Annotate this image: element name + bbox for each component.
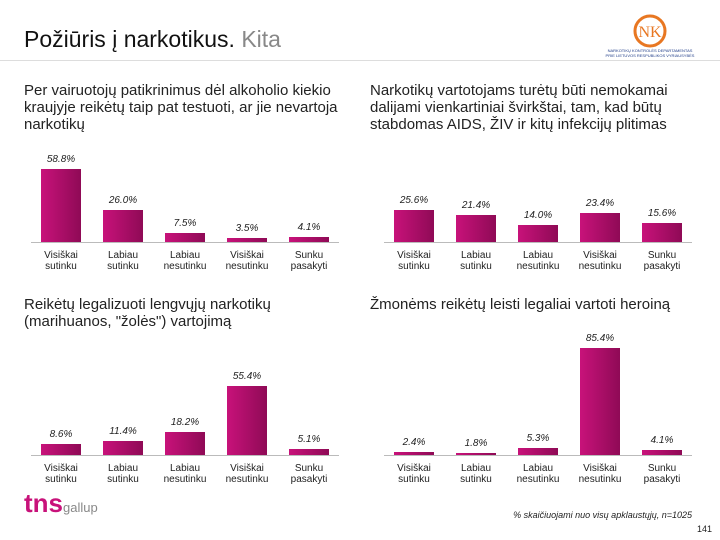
bar	[103, 209, 143, 242]
category-label: Sunku pasakyti	[290, 463, 328, 485]
brand: tns	[24, 488, 63, 518]
bar	[103, 440, 143, 455]
subtitle: Kita	[241, 26, 281, 52]
baseline	[31, 455, 339, 456]
value-label: 5.1%	[297, 433, 321, 445]
value-label: 15.6%	[647, 207, 677, 219]
title: Požiūris į narkotikus.	[24, 26, 235, 52]
value-label: 5.3%	[526, 433, 550, 445]
category-label: Visiškai sutinku	[397, 250, 431, 272]
value-label: 3.5%	[235, 222, 259, 234]
logo-line: NARKOTIKŲ KONTROLĖS DEPARTAMENTAS	[607, 48, 693, 53]
value-label: 14.0%	[523, 209, 553, 221]
value-label: 2.4%	[402, 437, 426, 448]
logo-line: PRIE LIETUVOS RESPUBLIKOS VYRIAUSYBĖS	[605, 53, 695, 58]
category-label: Labiau nesutinku	[516, 463, 560, 485]
value-label: 18.2%	[170, 417, 200, 429]
category-label: Visiškai sutinku	[44, 250, 78, 272]
category-label: Visiškai nesutinku	[578, 250, 622, 272]
bar	[518, 224, 558, 242]
bar	[394, 452, 434, 455]
value-label: 85.4%	[585, 333, 615, 345]
category-label: Sunku pasakyti	[643, 463, 681, 485]
value-label: 26.0%	[108, 194, 138, 206]
baseline	[31, 242, 339, 243]
bar	[456, 452, 496, 455]
bar	[289, 448, 329, 455]
bar	[227, 237, 267, 242]
bar	[642, 449, 682, 455]
logo-text: NARKOTIKŲ KONTROLĖS DEPARTAMENTAS PRIE LI…	[600, 48, 700, 58]
category-label: Labiau nesutinku	[163, 250, 207, 272]
bar	[394, 210, 434, 242]
category-label: Labiau nesutinku	[163, 463, 207, 485]
value-label: 7.5%	[173, 217, 197, 229]
bar	[456, 215, 496, 242]
value-label: 55.4%	[232, 370, 262, 382]
bar	[580, 348, 620, 455]
category-label: Sunku pasakyti	[643, 250, 681, 272]
category-label: Labiau sutinku	[460, 250, 492, 272]
bar	[289, 236, 329, 242]
value-label: 11.4%	[109, 425, 137, 437]
value-label: 1.8%	[464, 437, 488, 449]
slide-title: Požiūris į narkotikus. Kita	[24, 26, 281, 53]
bar	[165, 232, 205, 242]
category-label: Sunku pasakyti	[290, 250, 328, 272]
question: Reikėtų legalizuoti lengvųjų narkotikų (…	[24, 296, 271, 330]
category-label: Visiškai sutinku	[44, 463, 78, 485]
category-label: Labiau sutinku	[107, 463, 139, 485]
bar	[642, 222, 682, 242]
svg-text:NK: NK	[638, 24, 662, 41]
category-label: Visiškai nesutinku	[225, 463, 269, 485]
baseline	[384, 242, 692, 243]
bar	[518, 448, 558, 455]
baseline	[384, 455, 692, 456]
value-label: 4.1%	[297, 221, 321, 233]
question: Žmonėms reikėtų leisti legaliai vartoti …	[370, 296, 671, 313]
category-label: Labiau sutinku	[107, 250, 139, 272]
value-label: 23.4%	[585, 197, 615, 209]
category-label: Visiškai sutinku	[397, 463, 431, 485]
bar	[41, 444, 81, 455]
bar	[165, 432, 205, 455]
category-label: Labiau nesutinku	[516, 250, 560, 272]
logo-mark: NK	[633, 14, 667, 48]
value-label: 4.1%	[650, 434, 674, 446]
brand2: gallup	[63, 500, 98, 515]
question: Per vairuotojų patikrinimus dėl alkoholi…	[24, 82, 338, 133]
value-label: 8.6%	[49, 429, 73, 441]
category-label: Visiškai nesutinku	[225, 250, 269, 272]
value-label: 58.8%	[46, 153, 76, 165]
question: Narkotikų vartotojams turėtų būti nemoka…	[370, 82, 668, 133]
value-label: 25.6%	[399, 195, 429, 206]
category-label: Labiau sutinku	[460, 463, 492, 485]
bar	[41, 168, 81, 242]
value-label: 21.4%	[461, 200, 491, 212]
category-label: Visiškai nesutinku	[578, 463, 622, 485]
page-number: 141	[696, 524, 712, 534]
brand-logo: tnsgallup	[24, 488, 98, 519]
divider	[0, 60, 720, 61]
bar	[580, 212, 620, 242]
bar	[227, 385, 267, 455]
footnote: % skaičiuojami nuo visų apklaustųjų, n=1…	[513, 510, 692, 520]
